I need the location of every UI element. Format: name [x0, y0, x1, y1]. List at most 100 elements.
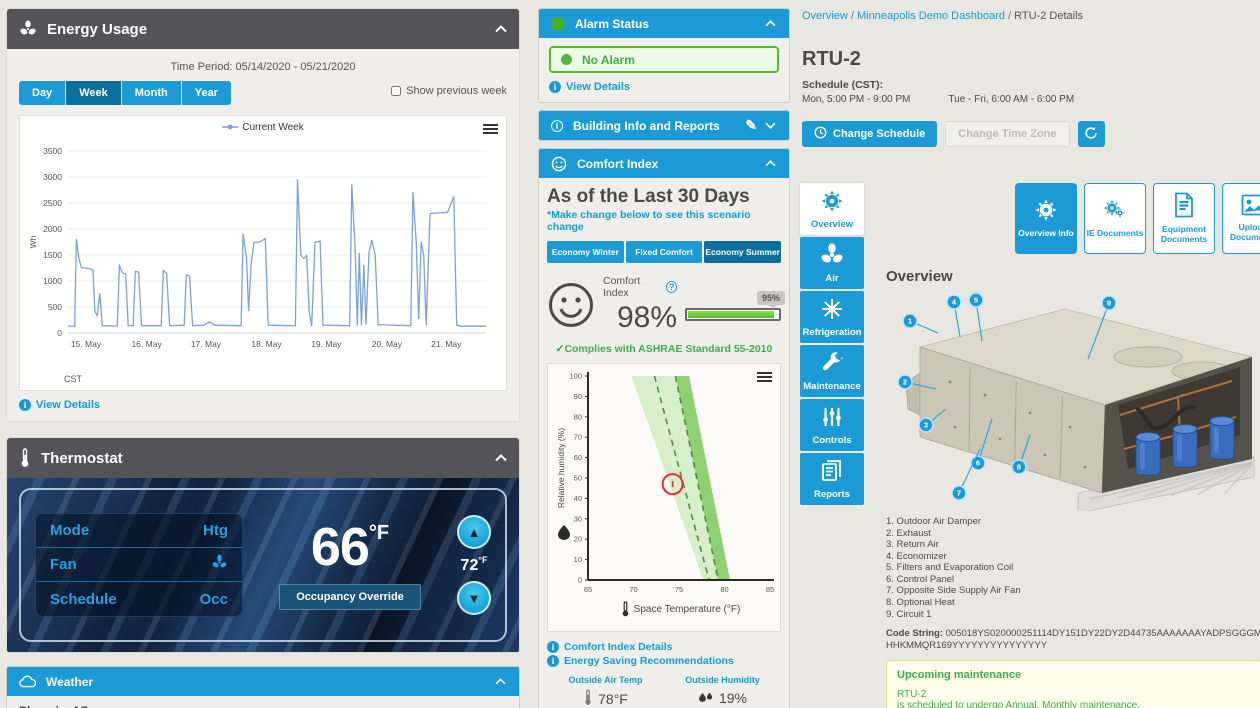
setpoint-up-button[interactable]: ▲	[457, 515, 491, 549]
document-icon	[1173, 192, 1195, 221]
callout-1[interactable]: 1	[902, 313, 939, 334]
svg-text:19. May: 19. May	[311, 339, 342, 349]
comfort-smiley-icon	[547, 281, 595, 329]
overview-section-title: Overview	[886, 268, 953, 285]
chevron-up-icon[interactable]	[765, 19, 777, 28]
scenario-button-economy-summer[interactable]: Economy Summer	[704, 241, 782, 263]
show-previous-week[interactable]: Show previous week	[391, 85, 507, 97]
comfort-details-link[interactable]: i Comfort Index Details	[547, 641, 781, 653]
svg-text:20. May: 20. May	[372, 339, 403, 349]
side-tab-maintenance[interactable]: Maintenance	[800, 345, 864, 397]
svg-text:70: 70	[629, 585, 637, 594]
thermostat-row-schedule[interactable]: Schedule Occ	[50, 590, 228, 608]
callout-8[interactable]: 8	[1011, 434, 1031, 475]
thermostat-settings-box: Mode Htg Fan Schedule Occ	[35, 513, 243, 617]
check-icon: ✓	[555, 343, 565, 355]
refresh-button[interactable]	[1077, 121, 1105, 147]
side-tab-reports[interactable]: Reports	[800, 453, 864, 505]
doc-tab-overview-info[interactable]: Overview Info	[1015, 183, 1077, 254]
droplets-icon	[698, 689, 714, 707]
occupancy-override-button[interactable]: Occupancy Override	[279, 584, 421, 610]
weather-panel: Weather Phoenix, AZ	[6, 666, 520, 708]
chevron-up-icon[interactable]	[495, 677, 507, 686]
alarm-view-details-link[interactable]: i View Details	[549, 81, 779, 93]
legend-series-label: Current Week	[242, 122, 304, 133]
part-list-item: 6. Control Panel	[886, 573, 955, 585]
svg-text:2500: 2500	[43, 198, 62, 208]
change-time-zone-button[interactable]: Change Time Zone	[945, 121, 1070, 147]
scenario-button-economy-winter[interactable]: Economy Winter	[547, 241, 624, 263]
show-previous-week-checkbox[interactable]	[391, 86, 402, 96]
change-schedule-button[interactable]: Change Schedule	[802, 121, 938, 147]
range-button-day[interactable]: Day	[19, 81, 66, 105]
thermostat-row-fan[interactable]: Fan	[36, 548, 242, 582]
alarm-status-header[interactable]: Alarm Status	[539, 9, 789, 38]
callout-2[interactable]: 2	[897, 374, 937, 390]
callout-5[interactable]: 5	[968, 292, 984, 342]
fan-icon	[820, 242, 844, 270]
thermostat-frame: Mode Htg Fan Schedule Occ 66°F Occupancy Ove…	[19, 488, 507, 642]
breadcrumb-minneapolis-demo-dashboard[interactable]: Minneapolis Demo Dashboard	[857, 10, 1005, 22]
building-info-header[interactable]: i Building Info and Reports ✎	[539, 111, 789, 140]
pencil-icon[interactable]: ✎	[745, 117, 757, 133]
svg-text:75: 75	[675, 585, 683, 594]
svg-text:20: 20	[574, 535, 582, 544]
left-column: Energy Usage Time Period: 05/14/2020 - 0…	[6, 8, 520, 708]
energy-usage-header[interactable]: Energy Usage	[7, 9, 519, 49]
energy-view-details-link[interactable]: i View Details	[19, 399, 507, 411]
chevron-down-icon[interactable]	[765, 122, 777, 130]
chart-menu-icon[interactable]	[757, 372, 772, 384]
energy-recommendations-link[interactable]: i Energy Saving Recommendations	[547, 655, 781, 667]
maintenance-title: Upcoming maintenance	[897, 668, 1022, 681]
doc-tab-ie-documents[interactable]: IE Documents	[1084, 183, 1146, 254]
range-button-week[interactable]: Week	[66, 81, 121, 105]
svg-text:8: 8	[1017, 463, 1021, 472]
doc-tab-upload-documents[interactable]: Upload Documents	[1222, 183, 1260, 254]
alarm-status-card: Alarm Status No Alarm i View Details	[538, 8, 790, 103]
svg-text:4: 4	[952, 298, 957, 307]
comfort-index-header[interactable]: Comfort Index	[539, 149, 789, 178]
callout-7[interactable]: 7	[951, 448, 981, 501]
callout-3[interactable]: 3	[918, 408, 947, 433]
chevron-up-icon[interactable]	[765, 159, 777, 168]
range-button-year[interactable]: Year	[181, 81, 231, 105]
maintenance-notice: Upcoming maintenance RTU-2 is scheduled …	[886, 659, 1260, 708]
comfort-progress: 95%	[685, 290, 785, 321]
side-tab-air[interactable]: Air	[800, 237, 864, 289]
range-button-month[interactable]: Month	[121, 81, 181, 105]
help-icon[interactable]: ?	[666, 281, 678, 293]
thermostat-header[interactable]: Thermostat	[7, 438, 519, 478]
side-tab-controls[interactable]: Controls	[800, 399, 864, 451]
svg-text:15. May: 15. May	[71, 339, 102, 349]
svg-text:3500: 3500	[43, 146, 62, 156]
breadcrumb-overview[interactable]: Overview	[802, 10, 848, 22]
doc-tab-equipment-documents[interactable]: Equipment Documents	[1153, 183, 1215, 254]
chevron-up-icon[interactable]	[495, 25, 507, 33]
chart-menu-icon[interactable]	[483, 124, 498, 136]
setpoint-value: 72°F	[460, 555, 488, 574]
part-list-item: 7. Opposite Side Supply Air Fan	[886, 585, 1021, 597]
parts-list: 1. Outdoor Air Damper 2. Exhaust 3. Return…	[886, 516, 1260, 620]
condition-outside-air-temp: Outside Air Temp 78°F	[568, 675, 643, 707]
info-icon: i	[19, 399, 31, 411]
scenario-button-fixed-comfort[interactable]: Fixed Comfort	[625, 241, 703, 263]
svg-text:50: 50	[574, 474, 582, 483]
comfort-heading: As of the Last 30 Days	[547, 186, 750, 207]
triangle-down-icon: ▼	[467, 590, 481, 606]
side-tab-refrigeration[interactable]: Refrigeration	[800, 291, 864, 343]
weather-header[interactable]: Weather	[7, 667, 519, 696]
breadcrumb: Overview / Minneapolis Demo Dashboard / …	[802, 10, 1084, 22]
callout-4[interactable]: 4	[946, 294, 962, 338]
setpoint-down-button[interactable]: ▼	[457, 581, 491, 615]
thermostat-row-mode[interactable]: Mode Htg	[36, 514, 242, 548]
refresh-icon	[1084, 126, 1098, 143]
svg-text:5: 5	[974, 296, 978, 305]
callout-9[interactable]: 9	[1087, 295, 1117, 360]
weather-title: Weather	[46, 674, 94, 689]
comfort-progress-fill	[688, 310, 774, 318]
side-tab-overview[interactable]: Overview	[800, 183, 864, 235]
chevron-up-icon[interactable]	[495, 454, 507, 462]
svg-text:1: 1	[908, 317, 912, 326]
ashrae-compliance: ✓Complies with ASHRAE Standard 55-2010	[555, 343, 773, 355]
